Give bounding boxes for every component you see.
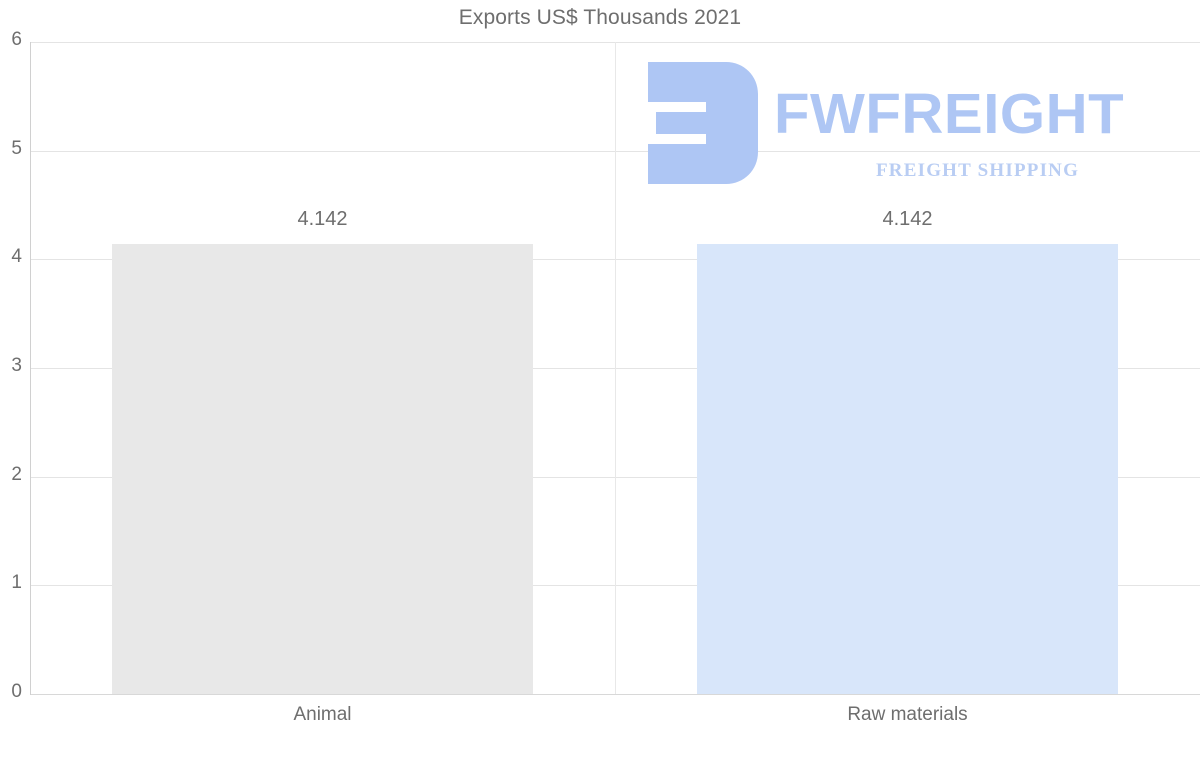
- y-axis-tick-label: 6: [11, 29, 22, 50]
- chart-title: Exports US$ Thousands 2021: [458, 6, 742, 29]
- y-axis-tick-label: 2: [11, 463, 22, 485]
- y-axis-tick-label: 4: [11, 246, 22, 268]
- bar-value-label: 4.142: [882, 208, 933, 230]
- y-axis-tick-label: 5: [11, 137, 22, 159]
- category-separator-gridline: [615, 42, 616, 694]
- x-axis-category-label: Raw materials: [847, 704, 968, 725]
- y-axis-tick-label: 3: [11, 355, 22, 376]
- bar-value-label: 4.142: [297, 208, 348, 230]
- x-axis-category-label: Animal: [293, 704, 352, 725]
- y-axis-tick-label: 1: [11, 572, 22, 594]
- bar[interactable]: [112, 244, 533, 694]
- y-axis-line: [30, 42, 31, 695]
- y-axis-tick-label: 0: [11, 681, 22, 702]
- gridline: [30, 694, 1200, 695]
- bar[interactable]: [697, 244, 1118, 694]
